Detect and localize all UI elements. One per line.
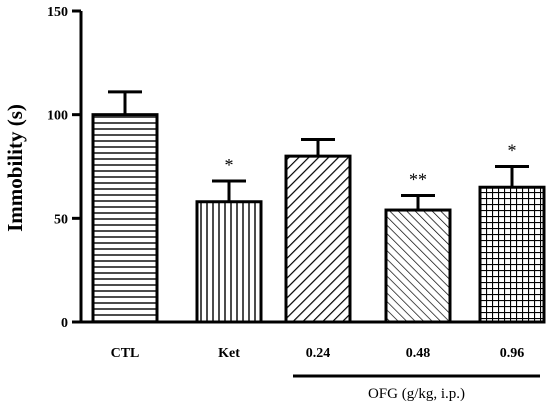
bar bbox=[284, 154, 352, 324]
significance-marker: * bbox=[508, 141, 517, 161]
x-tick-label: CTL bbox=[111, 346, 140, 361]
y-tick-label: 100 bbox=[47, 109, 68, 124]
bar bbox=[478, 185, 546, 324]
x-tick-label: 0.48 bbox=[406, 346, 431, 361]
bar bbox=[195, 200, 263, 324]
bar bbox=[384, 208, 452, 324]
y-tick-label: 0 bbox=[61, 316, 68, 331]
y-tick-label: 150 bbox=[47, 5, 68, 20]
group-label: OFG (g/kg, i.p.) bbox=[368, 386, 465, 402]
y-tick-label: 50 bbox=[54, 212, 68, 227]
x-tick-label: 0.96 bbox=[500, 346, 525, 361]
significance-marker: * bbox=[225, 155, 234, 175]
y-axis-label: Immobility (s) bbox=[3, 104, 27, 232]
bar bbox=[91, 113, 159, 324]
x-tick-label: Ket bbox=[218, 346, 240, 361]
x-tick-label: 0.24 bbox=[306, 346, 331, 361]
significance-marker: ** bbox=[409, 170, 427, 190]
